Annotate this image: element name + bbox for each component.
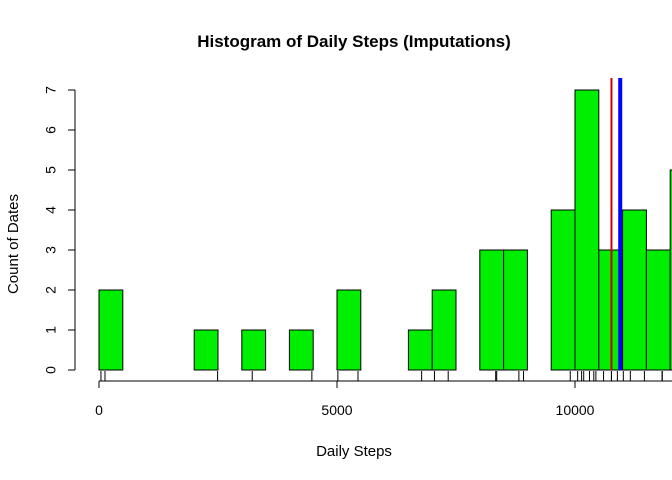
histogram-bar — [551, 210, 575, 370]
x-tick-label: 5000 — [321, 402, 352, 418]
histogram-bar — [194, 330, 218, 370]
histogram-bar — [504, 250, 528, 370]
y-tick-label: 7 — [43, 86, 59, 94]
histogram-bar — [646, 250, 670, 370]
chart-title: Histogram of Daily Steps (Imputations) — [197, 32, 511, 51]
histogram-bar — [289, 330, 313, 370]
x-tick-label: 0 — [95, 402, 103, 418]
y-tick-label: 2 — [43, 286, 59, 294]
histogram-bar — [623, 210, 647, 370]
y-tick-label: 3 — [43, 246, 59, 254]
histogram-bar — [337, 290, 361, 370]
histogram-bar — [432, 290, 456, 370]
y-tick-label: 5 — [43, 166, 59, 174]
histogram-bar — [242, 330, 266, 370]
rug-group — [101, 371, 672, 381]
histogram-bar — [575, 90, 599, 370]
histogram-bar — [99, 290, 123, 370]
histogram-bar — [408, 330, 432, 370]
x-tick-label: 10000 — [556, 402, 595, 418]
y-tick-label: 4 — [43, 206, 59, 214]
y-tick-label: 1 — [43, 326, 59, 334]
y-tick-label: 0 — [43, 366, 59, 374]
bar-group — [99, 90, 672, 370]
y-axis-label: Count of Dates — [5, 194, 22, 294]
y-axis: 0 1 2 3 4 5 6 7 — [43, 86, 75, 374]
x-axis-label: Daily Steps — [316, 443, 392, 460]
y-tick-label: 6 — [43, 126, 59, 134]
x-axis: 05000100001500020000 — [95, 381, 672, 418]
histogram-bar — [480, 250, 504, 370]
